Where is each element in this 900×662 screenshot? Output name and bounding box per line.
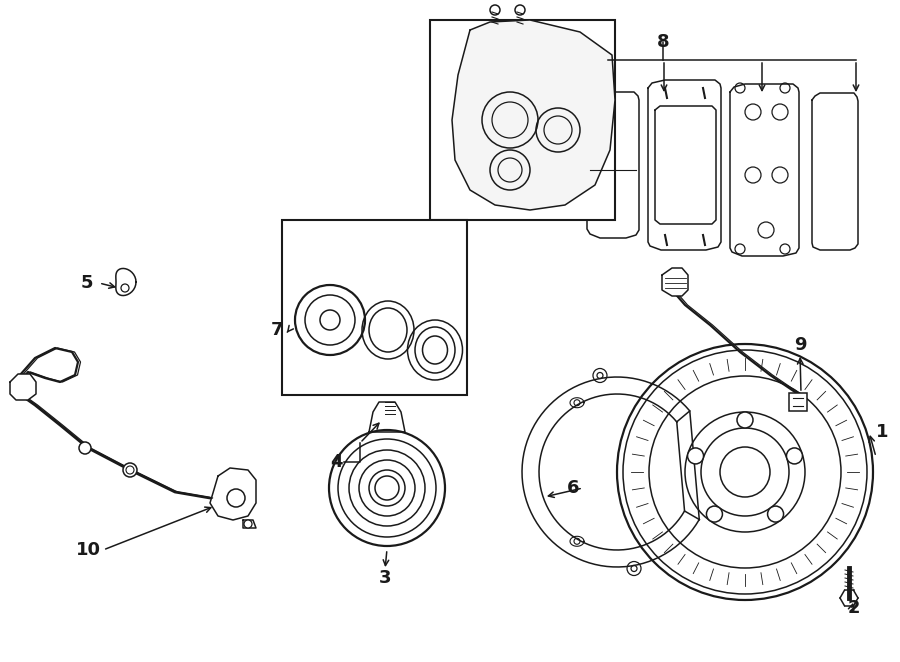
Circle shape xyxy=(720,447,770,497)
Circle shape xyxy=(772,167,788,183)
Polygon shape xyxy=(243,520,256,528)
Circle shape xyxy=(787,448,803,464)
Polygon shape xyxy=(812,93,858,250)
Circle shape xyxy=(745,167,761,183)
Polygon shape xyxy=(648,80,721,250)
Bar xyxy=(430,20,615,220)
Bar xyxy=(789,393,807,411)
Polygon shape xyxy=(662,268,688,296)
Circle shape xyxy=(737,412,753,428)
Text: 6: 6 xyxy=(567,479,580,497)
Polygon shape xyxy=(210,468,256,520)
Polygon shape xyxy=(452,20,615,210)
Text: 7: 7 xyxy=(271,321,284,339)
Text: 9: 9 xyxy=(794,336,806,354)
Text: 4: 4 xyxy=(329,453,342,471)
Circle shape xyxy=(79,442,91,454)
Circle shape xyxy=(768,506,784,522)
Text: 3: 3 xyxy=(379,569,392,587)
Circle shape xyxy=(688,448,704,464)
Circle shape xyxy=(772,104,788,120)
Circle shape xyxy=(123,463,137,477)
Polygon shape xyxy=(522,377,699,567)
Text: 10: 10 xyxy=(76,541,101,559)
Polygon shape xyxy=(10,374,36,400)
Circle shape xyxy=(745,104,761,120)
Polygon shape xyxy=(730,84,799,256)
Text: 1: 1 xyxy=(876,423,888,441)
Polygon shape xyxy=(655,106,716,224)
Polygon shape xyxy=(369,402,405,432)
Circle shape xyxy=(706,506,723,522)
Bar xyxy=(282,220,467,395)
Text: 2: 2 xyxy=(848,599,860,617)
Text: 5: 5 xyxy=(81,274,94,292)
Polygon shape xyxy=(587,92,639,238)
Circle shape xyxy=(758,222,774,238)
Circle shape xyxy=(244,520,252,528)
Text: 8: 8 xyxy=(657,33,670,51)
